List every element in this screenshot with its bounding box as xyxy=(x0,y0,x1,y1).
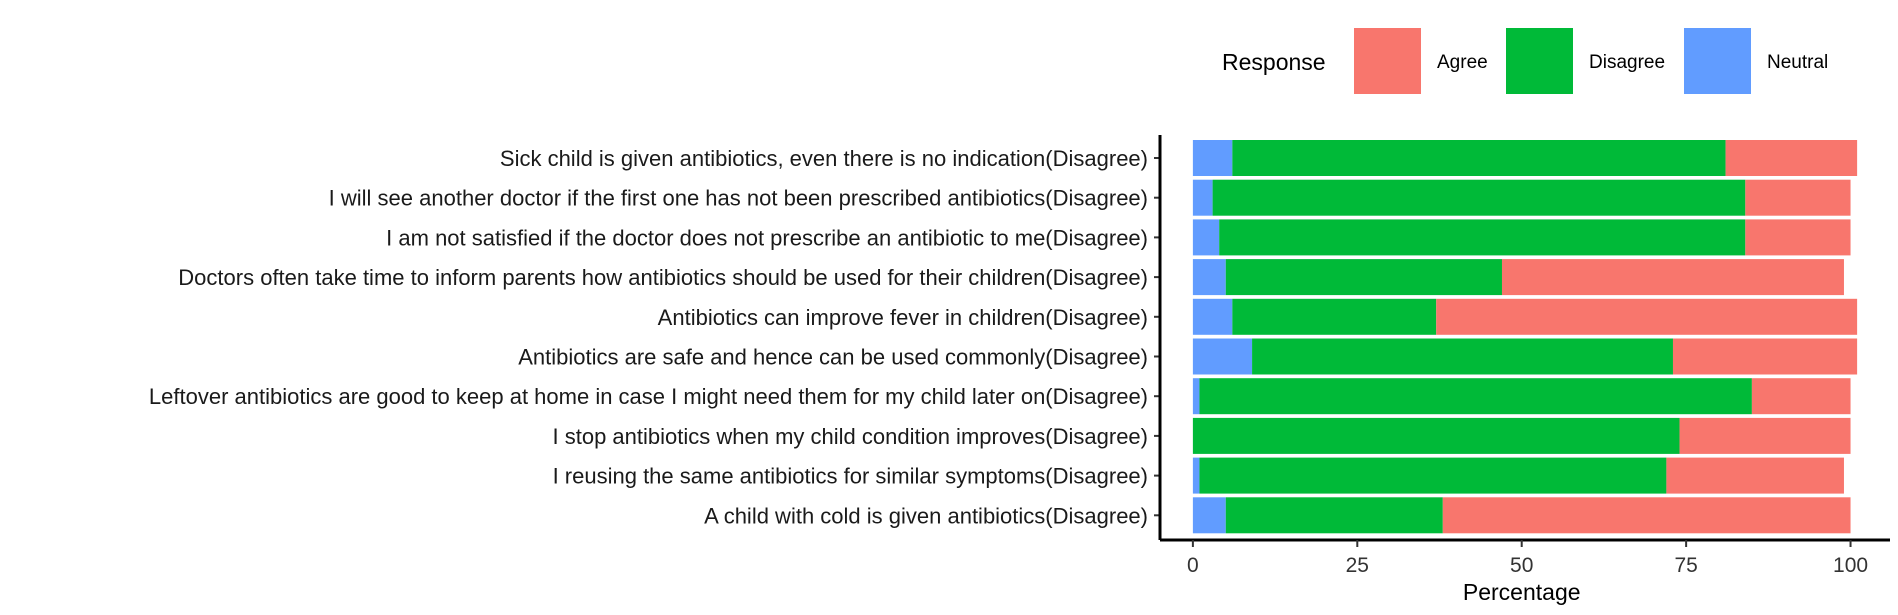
category-label: Antibiotics can improve fever in childre… xyxy=(658,305,1148,330)
axes: 0 25 50 75 100 Percentage xyxy=(1158,135,1890,605)
legend-label-agree: Agree xyxy=(1437,52,1488,73)
category-label: Leftover antibiotics are good to keep at… xyxy=(149,384,1148,409)
bar-agree xyxy=(1442,497,1851,534)
bar-disagree xyxy=(1225,259,1502,296)
legend-label-neutral: Neutral xyxy=(1767,52,1828,73)
bar-disagree xyxy=(1192,417,1680,454)
category-label: Sick child is given antibiotics, even th… xyxy=(500,146,1148,171)
bar-neutral xyxy=(1192,259,1226,296)
bar-disagree xyxy=(1199,378,1752,415)
bar-neutral xyxy=(1192,338,1253,375)
bar-agree xyxy=(1751,378,1851,415)
legend: Response Agree Disagree Neutral xyxy=(1222,28,1828,94)
bar-agree xyxy=(1666,457,1844,494)
bar-disagree xyxy=(1232,140,1726,176)
x-tick-label: 0 xyxy=(1187,554,1199,577)
bar-disagree xyxy=(1199,457,1667,494)
category-label: Doctors often take time to inform parent… xyxy=(178,265,1148,290)
bar-disagree xyxy=(1212,179,1746,216)
category-label: Antibiotics are safe and hence can be us… xyxy=(518,345,1148,370)
bar-agree xyxy=(1679,417,1851,454)
legend-swatch-neutral xyxy=(1684,28,1751,94)
category-label: I reusing the same antibiotics for simil… xyxy=(553,464,1148,489)
category-labels: Sick child is given antibiotics, even th… xyxy=(149,146,1160,528)
bar-disagree xyxy=(1225,497,1443,534)
bar-disagree xyxy=(1232,298,1437,335)
bar-neutral xyxy=(1192,457,1200,494)
bar-neutral xyxy=(1192,219,1220,256)
x-tick-label: 25 xyxy=(1346,554,1369,577)
legend-swatch-disagree xyxy=(1506,28,1573,94)
bar-agree xyxy=(1745,179,1851,216)
bars-group xyxy=(1192,140,1858,534)
bar-agree xyxy=(1501,259,1844,296)
legend-label-disagree: Disagree xyxy=(1589,52,1665,73)
category-label: I am not satisfied if the doctor does no… xyxy=(386,225,1148,250)
x-tick-label: 50 xyxy=(1510,554,1533,577)
bar-neutral xyxy=(1192,497,1226,534)
bar-disagree xyxy=(1219,219,1746,256)
legend-title: Response xyxy=(1222,49,1326,75)
category-label: I stop antibiotics when my child conditi… xyxy=(553,424,1148,449)
bar-neutral xyxy=(1192,140,1233,176)
bar-agree xyxy=(1672,338,1858,375)
bar-agree xyxy=(1745,219,1851,256)
bar-neutral xyxy=(1192,378,1200,415)
bar-disagree xyxy=(1252,338,1673,375)
x-tick-label: 75 xyxy=(1674,554,1697,577)
category-label: I will see another doctor if the first o… xyxy=(329,186,1148,211)
bar-agree xyxy=(1725,140,1858,176)
bar-agree xyxy=(1436,298,1858,335)
category-label: A child with cold is given antibiotics(D… xyxy=(704,503,1148,528)
bar-neutral xyxy=(1192,298,1233,335)
bar-neutral xyxy=(1192,179,1213,216)
x-axis-title: Percentage xyxy=(1463,579,1581,605)
legend-swatch-agree xyxy=(1354,28,1421,94)
x-tick-label: 100 xyxy=(1833,554,1868,577)
